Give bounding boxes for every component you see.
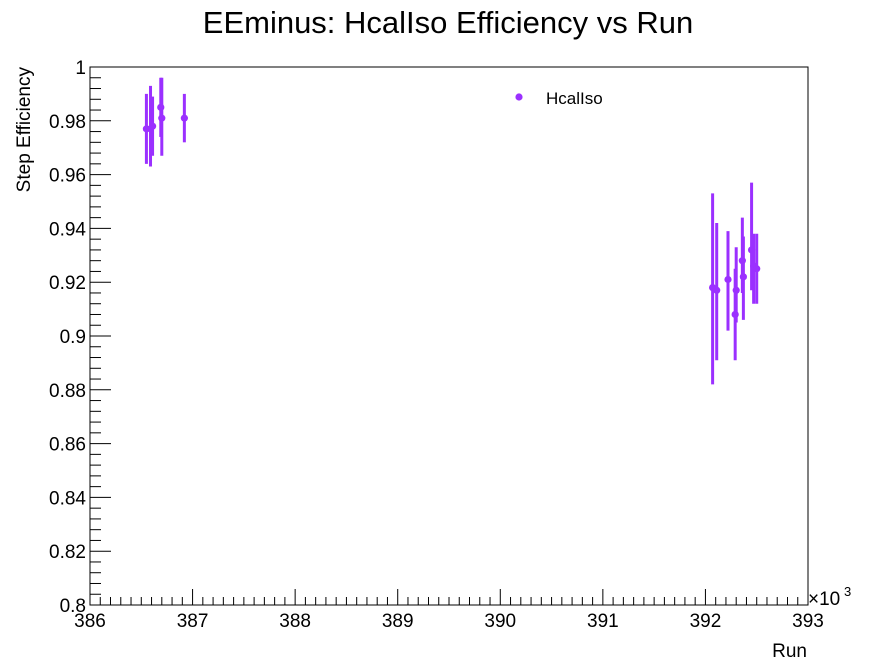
x-tick-label: 389 (382, 611, 414, 632)
x-axis-title: Run (772, 641, 807, 662)
y-tick-label: 0.88 (49, 381, 86, 402)
y-tick-label: 0.98 (49, 112, 86, 133)
x-axis: 386 387 388 389 390 391 392 393 (74, 589, 824, 632)
chart-title: EEminus: HcalIso Efficiency vs Run (203, 5, 693, 40)
y-tick-label: 0.92 (49, 273, 86, 294)
data-point (148, 96, 157, 156)
point-marker (739, 273, 747, 281)
point-marker (732, 286, 740, 294)
y-tick-label: 0.94 (49, 219, 86, 240)
y-axis-title: Step Efficiency (14, 67, 35, 193)
data-point (732, 247, 740, 323)
y-tick-label: 0.96 (49, 166, 86, 187)
y-tick-label: 0.8 (60, 596, 86, 617)
y-tick-label: 0.9 (60, 327, 86, 348)
y-tick-label: 1 (75, 58, 86, 79)
legend: HcalIso (515, 89, 603, 108)
data-points (142, 77, 761, 385)
x-tick-label: 391 (587, 611, 619, 632)
point-marker (180, 114, 188, 122)
x-axis-multiplier: ×10 3 (808, 584, 851, 610)
y-axis: 0.8 0.82 0.84 0.86 0.88 0.9 0.92 0.94 0.96 0.98 1 (49, 58, 111, 617)
x-tick-label: 390 (484, 611, 516, 632)
data-point (724, 231, 732, 331)
x-tick-label: 393 (792, 611, 824, 632)
point-marker (713, 286, 721, 294)
data-point (713, 223, 721, 361)
x-tick-label: 388 (279, 611, 311, 632)
x-tick-label: 387 (177, 611, 209, 632)
x-tick-label: 392 (690, 611, 722, 632)
point-marker (753, 265, 761, 273)
data-point (158, 77, 166, 156)
data-point (180, 93, 188, 143)
x-axis-multiplier-exponent: 3 (844, 584, 851, 599)
y-tick-label: 0.82 (49, 542, 86, 563)
point-marker (148, 122, 157, 130)
data-point (753, 233, 761, 304)
legend-marker (515, 93, 523, 101)
legend-label: HcalIso (546, 89, 603, 108)
data-point (739, 236, 747, 320)
y-tick-label: 0.86 (49, 435, 86, 456)
y-tick-label: 0.84 (49, 488, 86, 509)
x-tick-label: 386 (74, 611, 106, 632)
x-axis-multiplier-base: ×10 (808, 589, 840, 610)
point-marker (158, 114, 166, 122)
point-marker (724, 275, 732, 284)
